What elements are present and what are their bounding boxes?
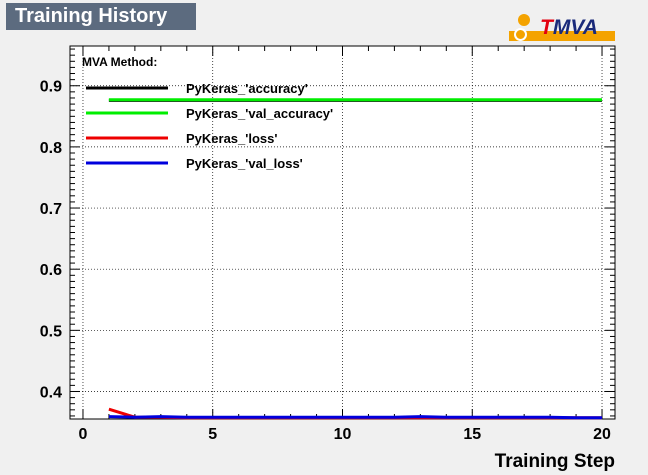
x-tick-label: 10 <box>334 426 352 443</box>
y-tick-label: 0.8 <box>40 140 62 157</box>
y-tick-label: 0.7 <box>40 201 62 218</box>
y-tick-label: 0.4 <box>40 384 62 401</box>
legend-entry-label: PyKeras_'val_accuracy' <box>186 106 333 121</box>
logo-dot-icon <box>518 14 530 26</box>
x-axis-label: Training Step <box>495 451 615 472</box>
legend-title: MVA Method: <box>82 55 157 69</box>
x-tick-label: 15 <box>463 426 481 443</box>
legend-entry-label: PyKeras_'loss' <box>186 131 277 146</box>
x-tick-label: 5 <box>208 426 217 443</box>
x-tick-label: 0 <box>79 426 88 443</box>
y-tick-label: 0.9 <box>40 79 62 96</box>
y-tick-label: 0.6 <box>40 262 62 279</box>
legend-entry-label: PyKeras_'val_loss' <box>186 156 303 171</box>
axis-ticks: 0 5 10 15 20 0.4 0.5 0.6 0.7 0.8 0.9 <box>40 46 615 443</box>
tmva-logo: TMVA <box>509 13 615 42</box>
legend: MVA Method: PyKeras_'accuracy' PyKeras_'v… <box>82 55 333 171</box>
grid <box>70 46 615 419</box>
chart-title: Training History <box>6 3 196 30</box>
x-tick-label: 20 <box>593 426 611 443</box>
logo-dot-small-icon <box>514 28 527 41</box>
y-tick-label: 0.5 <box>40 323 62 340</box>
logo-text: TMVA <box>540 16 598 40</box>
legend-entry-label: PyKeras_'accuracy' <box>186 81 308 96</box>
logo-text-rest: MVA <box>552 16 598 39</box>
series-line-3 <box>108 415 602 420</box>
series-lines <box>108 98 602 420</box>
logo-bar <box>509 31 615 41</box>
logo-text-prefix: T <box>540 16 553 39</box>
